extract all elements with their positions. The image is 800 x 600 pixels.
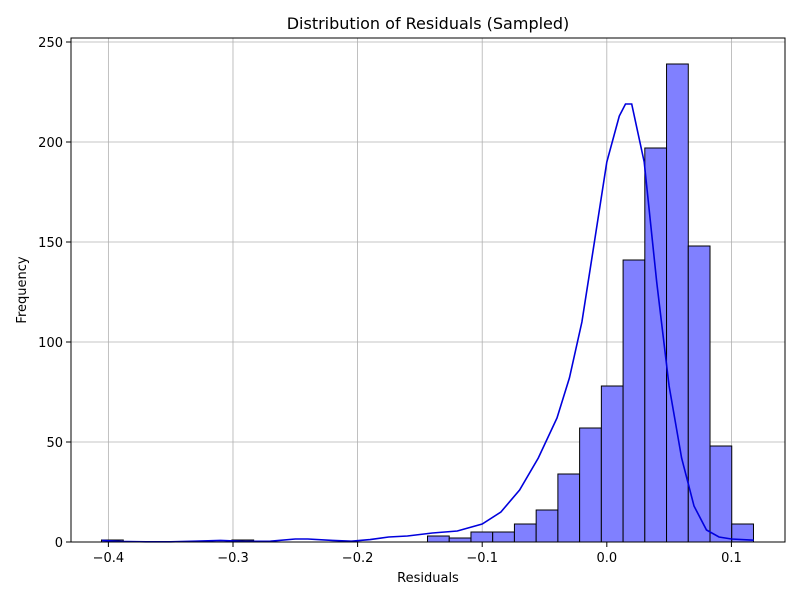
histogram-bar	[535, 509, 559, 543]
histogram-bar	[427, 535, 450, 543]
y-tick-label: 250	[38, 36, 63, 51]
histogram-bar	[448, 537, 472, 543]
histogram-bars	[101, 63, 754, 543]
histogram-bar	[513, 523, 537, 543]
y-tick-label: 0	[55, 536, 63, 551]
y-tick-label: 100	[38, 336, 63, 351]
plot-frame	[70, 37, 786, 543]
x-tick-label: −0.2	[342, 551, 374, 566]
x-tick-label: −0.1	[466, 551, 498, 566]
y-axis-ticks: 0 50 100 150 200 250	[38, 36, 71, 551]
y-tick-label: 150	[38, 236, 63, 251]
x-tick-label: −0.4	[93, 551, 125, 566]
x-tick-label: −0.3	[217, 551, 249, 566]
histogram-bar	[644, 147, 668, 543]
x-axis-label: Residuals	[397, 571, 459, 586]
chart-title: Distribution of Residuals (Sampled)	[287, 14, 570, 33]
x-axis-ticks: −0.4 −0.3 −0.2 −0.1 0.0 0.1	[93, 542, 742, 566]
histogram-bar	[600, 385, 624, 543]
histogram-bar	[492, 531, 515, 543]
y-axis-label: Frequency	[15, 256, 30, 323]
histogram-bar	[470, 531, 494, 543]
histogram-bar	[579, 427, 602, 543]
y-tick-label: 50	[46, 436, 63, 451]
histogram-bar	[622, 259, 646, 543]
kde-curve	[102, 103, 754, 543]
histogram-bar	[709, 445, 733, 543]
x-tick-label: 0.1	[721, 551, 742, 566]
y-tick-label: 200	[38, 136, 63, 151]
histogram-bar	[557, 473, 581, 543]
x-tick-label: 0.0	[596, 551, 617, 566]
